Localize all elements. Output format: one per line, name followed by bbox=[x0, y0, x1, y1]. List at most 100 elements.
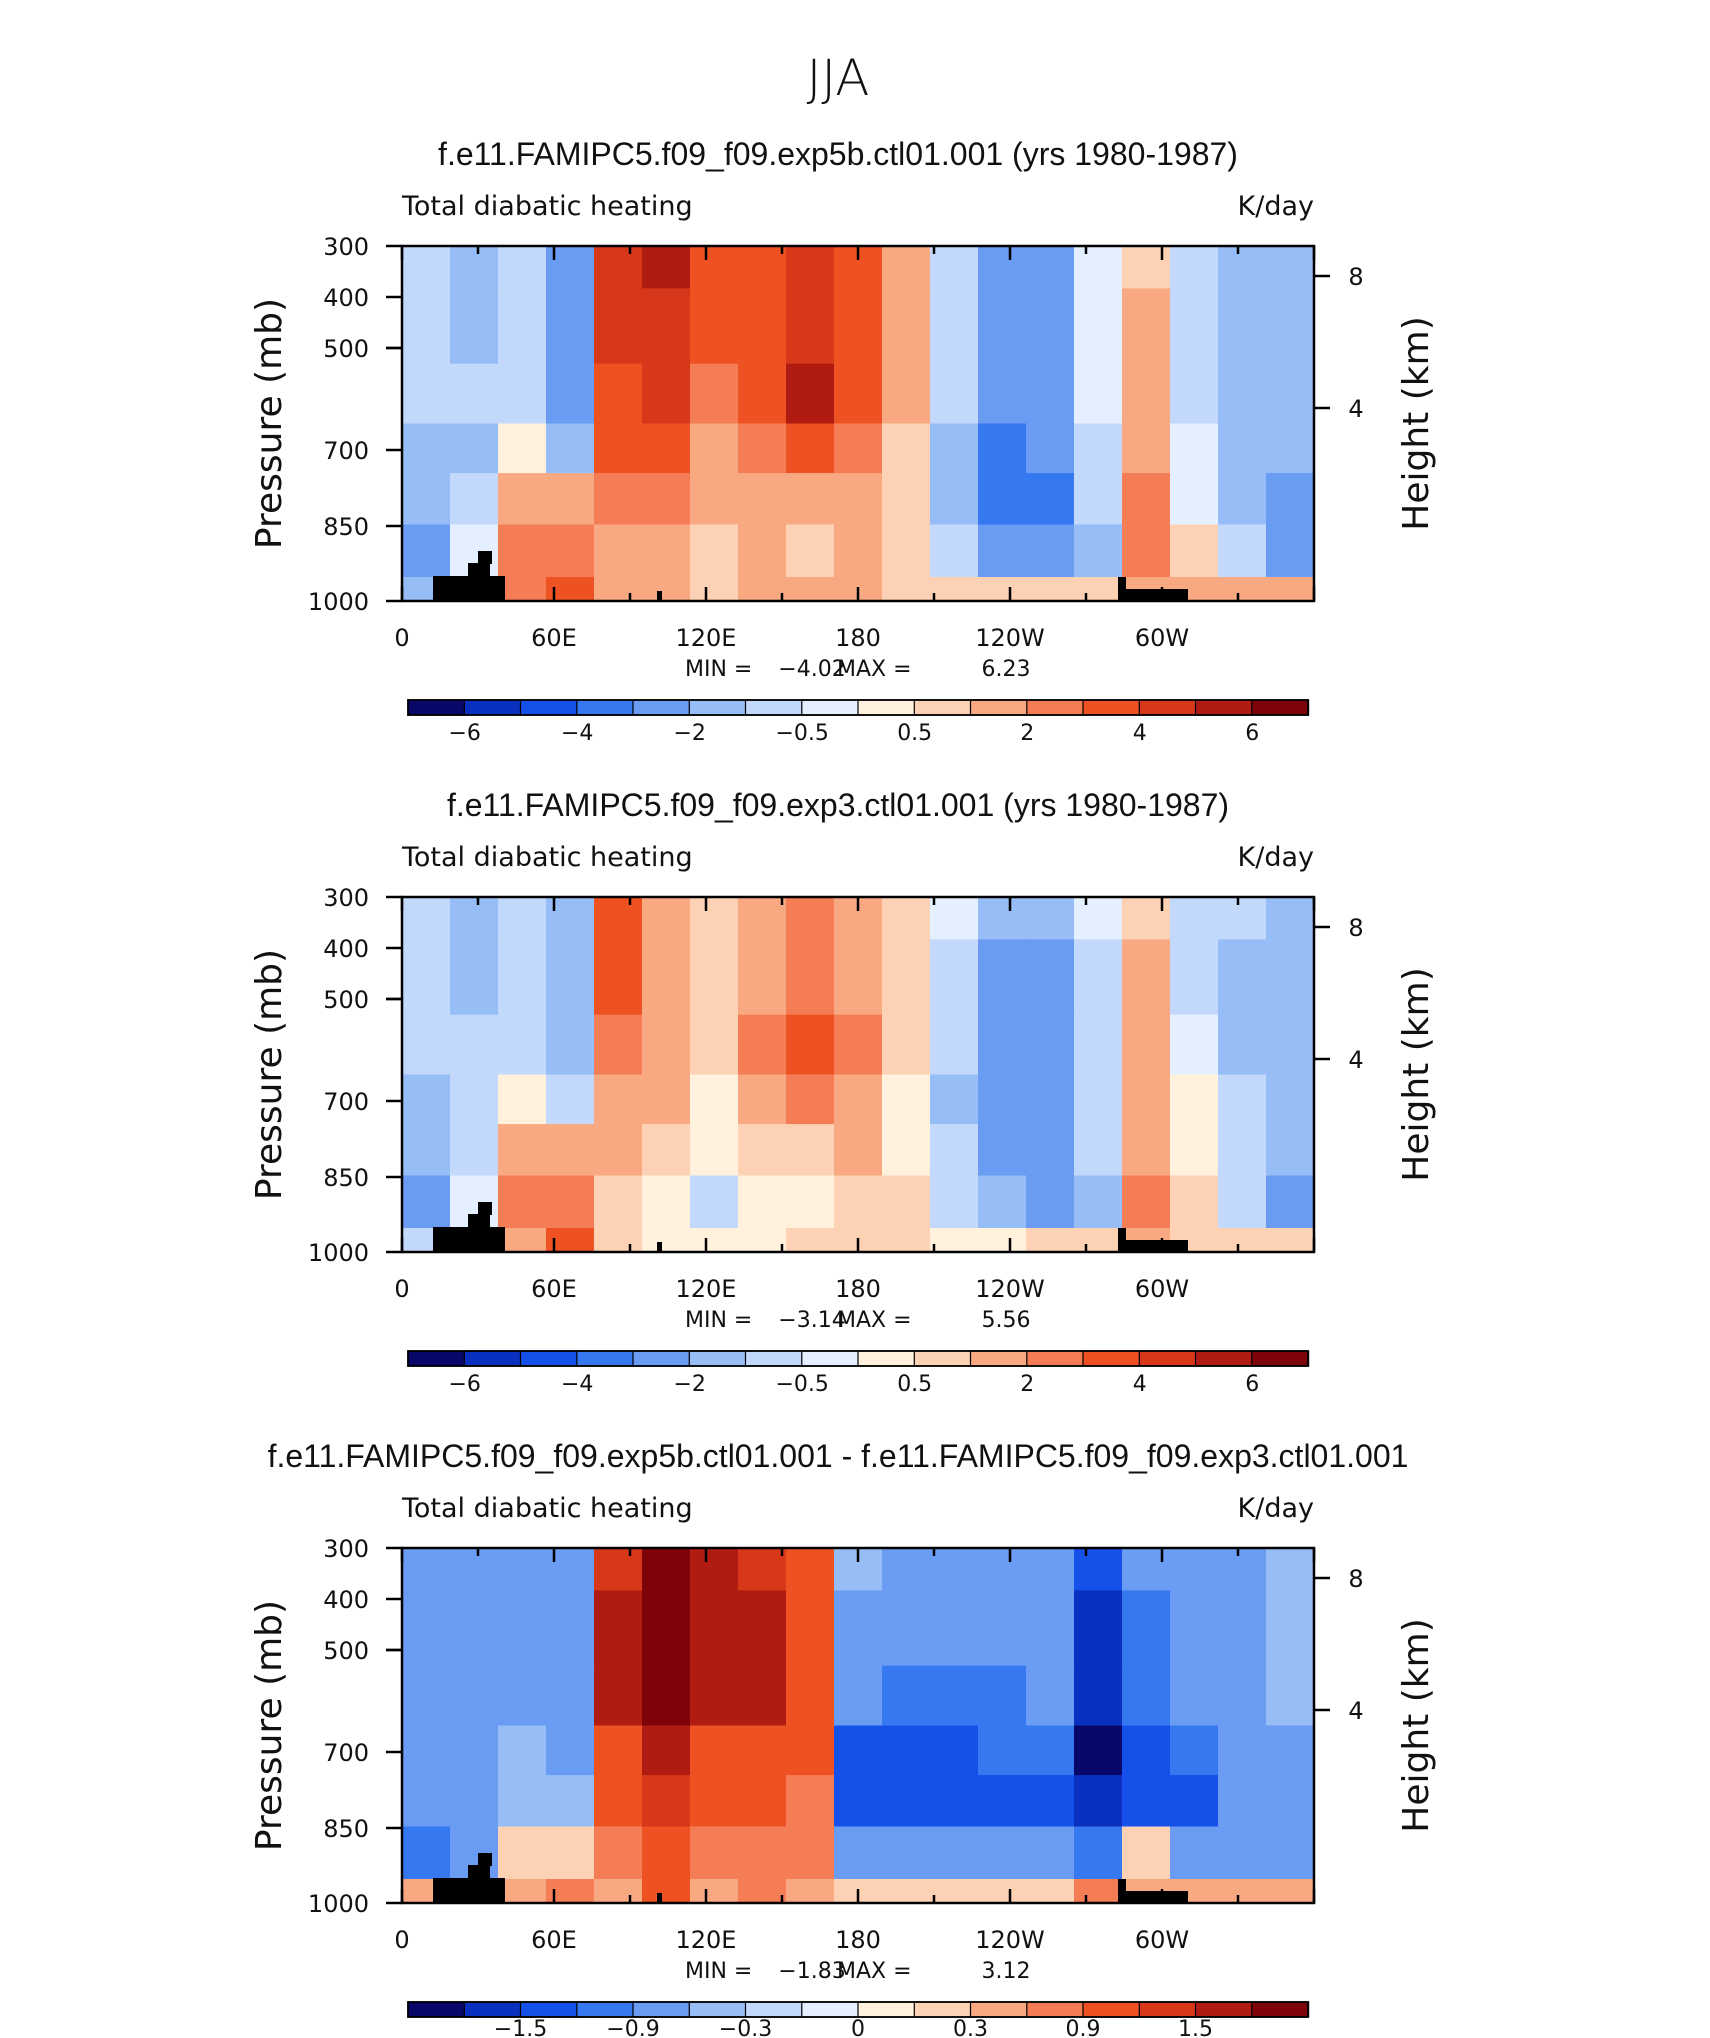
colorbar-swatch bbox=[1251, 1350, 1310, 1367]
x-tick-label: 60W bbox=[1135, 624, 1189, 652]
heatmap-cell bbox=[882, 288, 931, 365]
y-tick-label: 1000 bbox=[308, 1890, 369, 1918]
heatmap-cell bbox=[1266, 1590, 1315, 1667]
heatmap-cell bbox=[402, 1074, 451, 1125]
heatmap-cell bbox=[402, 1175, 451, 1229]
topography-mask bbox=[433, 551, 1188, 601]
heatmap-cell bbox=[642, 1548, 691, 1591]
heatmap-cell bbox=[786, 1175, 835, 1229]
heatmap-cell bbox=[1218, 1228, 1267, 1253]
heatmap-cell bbox=[1122, 1665, 1171, 1727]
heatmap-cell bbox=[642, 939, 691, 1016]
heatmap-cell bbox=[546, 1590, 595, 1667]
heatmap-cell bbox=[1266, 1548, 1315, 1591]
chart-panel-1: f.e11.FAMIPC5.f09_f09.exp5b.ctl01.001 (y… bbox=[249, 136, 1437, 746]
topography-block bbox=[1118, 1879, 1126, 1891]
colorbar-swatch bbox=[1138, 1350, 1197, 1367]
min-max-max-label: MAX = bbox=[837, 1308, 912, 1333]
heatmap-cell bbox=[402, 939, 451, 1016]
heatmap-cell bbox=[498, 1228, 547, 1253]
heatmap-cell bbox=[594, 1826, 643, 1880]
colorbar-label: 0 bbox=[851, 2017, 865, 2038]
x-tick-label: 180 bbox=[835, 1275, 881, 1303]
heatmap-cell bbox=[834, 1014, 883, 1076]
heatmap-cell bbox=[978, 1124, 1027, 1177]
heatmap-cell bbox=[882, 1775, 931, 1828]
heatmap-cell bbox=[402, 1826, 451, 1880]
heatmap-cell bbox=[546, 363, 595, 425]
heatmap-cell bbox=[594, 1665, 643, 1727]
heatmap-cell bbox=[930, 524, 979, 578]
x-tick-label: 60E bbox=[531, 624, 577, 652]
heatmap-cell bbox=[498, 473, 547, 526]
heatmap-cell bbox=[738, 473, 787, 526]
heatmap-cell bbox=[642, 363, 691, 425]
heatmap-cell bbox=[642, 1826, 691, 1880]
heatmap-cell bbox=[1266, 1124, 1315, 1177]
heatmap-cell bbox=[690, 577, 739, 602]
colorbar-swatch bbox=[1082, 699, 1141, 716]
heatmap-cell bbox=[978, 1014, 1027, 1076]
colorbar-swatch bbox=[519, 2001, 578, 2018]
heatmap-cell bbox=[642, 246, 691, 289]
y-right-axis-label: Height (km) bbox=[1396, 1618, 1437, 1832]
heatmap-cell bbox=[594, 363, 643, 425]
heatmap-cell bbox=[1026, 246, 1075, 289]
x-tick-label: 120W bbox=[975, 1275, 1045, 1303]
heatmap-cell bbox=[1170, 363, 1219, 425]
y-right-tick-label: 4 bbox=[1348, 1697, 1363, 1725]
heatmap-cell bbox=[978, 1074, 1027, 1125]
heatmap-cell bbox=[1122, 1074, 1171, 1125]
heatmap-cell bbox=[834, 1074, 883, 1125]
x-tick-label: 0 bbox=[394, 1275, 409, 1303]
colorbar-swatch bbox=[576, 2001, 635, 2018]
heatmap-cell bbox=[738, 1124, 787, 1177]
heatmap-cell bbox=[450, 423, 499, 474]
heatmap-cell bbox=[1074, 288, 1123, 365]
heatmap-cell bbox=[738, 1826, 787, 1880]
heatmap-cell bbox=[1218, 1725, 1267, 1776]
chart-panel-3: f.e11.FAMIPC5.f09_f09.exp5b.ctl01.001 - … bbox=[249, 1438, 1437, 2038]
heatmap-cell bbox=[1122, 1725, 1171, 1776]
heatmap-cells bbox=[402, 897, 1315, 1253]
heatmap-cell bbox=[1170, 1074, 1219, 1125]
heatmap-cell bbox=[1026, 1074, 1075, 1125]
topography-block bbox=[1118, 1891, 1188, 1903]
heatmap-cell bbox=[786, 246, 835, 289]
heatmap-cell bbox=[930, 288, 979, 365]
heatmap-cell bbox=[498, 246, 547, 289]
heatmap-cell bbox=[450, 1014, 499, 1076]
x-tick-label: 60W bbox=[1135, 1275, 1189, 1303]
heatmap-cell bbox=[1266, 897, 1315, 940]
heatmap-cell bbox=[738, 577, 787, 602]
heatmap-cell bbox=[1218, 939, 1267, 1016]
heatmap-cell bbox=[786, 1725, 835, 1776]
heatmap-cell bbox=[594, 423, 643, 474]
heatmap-cell bbox=[1170, 939, 1219, 1016]
heatmap-cell bbox=[834, 524, 883, 578]
heatmap-cell bbox=[450, 1725, 499, 1776]
heatmap-cell bbox=[690, 939, 739, 1016]
heatmap-cell bbox=[1122, 897, 1171, 940]
heatmap-cell bbox=[498, 1826, 547, 1880]
heatmap-cell bbox=[978, 1228, 1027, 1253]
heatmap-cell bbox=[1074, 1548, 1123, 1591]
heatmap-cell bbox=[786, 288, 835, 365]
chart-subtitle-right: K/day bbox=[1238, 842, 1314, 873]
y-tick-label: 400 bbox=[323, 935, 369, 963]
colorbar: −6 −4 −2 −0.5 0.5 2 4 6 bbox=[407, 699, 1310, 746]
chart-subtitle-left: Total diabatic heating bbox=[401, 1493, 693, 1524]
heatmap-cell bbox=[738, 1228, 787, 1253]
colorbar-swatch bbox=[913, 699, 972, 716]
heatmap-cells bbox=[402, 246, 1315, 602]
heatmap-cell bbox=[690, 1175, 739, 1229]
colorbar-label: −0.5 bbox=[775, 1372, 828, 1397]
heatmap-cell bbox=[1074, 1879, 1123, 1904]
y-axis-label: Pressure (mb) bbox=[249, 949, 290, 1200]
heatmap-cell bbox=[786, 939, 835, 1016]
chart-subtitle-right: K/day bbox=[1238, 1493, 1314, 1524]
heatmap-cell bbox=[1218, 1665, 1267, 1727]
heatmap-cell bbox=[1122, 1548, 1171, 1591]
heatmap-cell bbox=[1266, 1074, 1315, 1125]
heatmap-cell bbox=[402, 897, 451, 940]
